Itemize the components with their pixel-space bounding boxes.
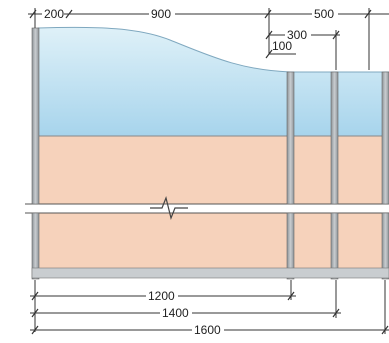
- dim-300: 300: [287, 28, 307, 42]
- mullion-2-lower: [330, 212, 339, 280]
- bottom-sill: [31, 267, 389, 279]
- dim-1200: 1200: [148, 289, 175, 303]
- dim-200: 200: [44, 7, 64, 21]
- break-symbol: [150, 196, 188, 220]
- dim-500: 500: [314, 7, 334, 21]
- right-frame-lower: [381, 212, 389, 280]
- dim-1400: 1400: [162, 306, 189, 320]
- left-frame-lower: [31, 212, 40, 280]
- right-frame: [381, 71, 389, 205]
- glass-panel: [37, 26, 389, 137]
- dim-900: 900: [151, 7, 171, 21]
- mullion-1: [286, 71, 295, 205]
- top-dimension-row: 200 900 500 300 100: [28, 7, 389, 70]
- dim-1600: 1600: [194, 323, 221, 337]
- lower-panel-top: [38, 136, 389, 204]
- mullion-1-lower: [286, 212, 295, 280]
- left-frame: [31, 27, 40, 205]
- dim-100: 100: [272, 39, 292, 53]
- lower-panel-bottom: [38, 213, 389, 269]
- mullion-2: [330, 71, 339, 205]
- break-band: [25, 204, 389, 213]
- bottom-dimension-rows: 1200 1400 1600: [30, 280, 389, 337]
